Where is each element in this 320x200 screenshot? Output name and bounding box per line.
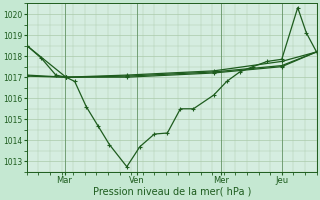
X-axis label: Pression niveau de la mer( hPa ): Pression niveau de la mer( hPa )	[92, 187, 251, 197]
